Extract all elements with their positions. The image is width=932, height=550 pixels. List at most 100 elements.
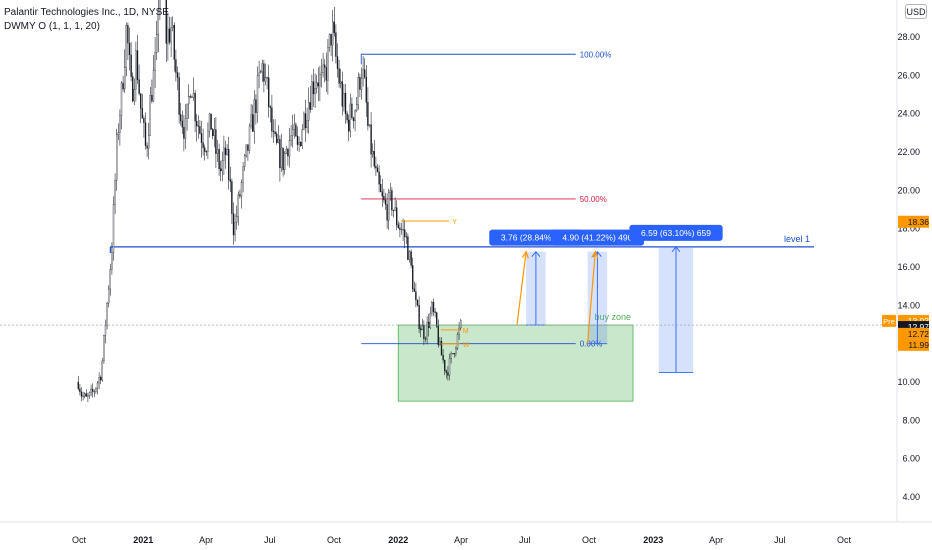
dwmy-markers-layer: Y MW xyxy=(401,219,470,349)
candle-body xyxy=(229,179,231,182)
buy-zone-layer: buy zone xyxy=(397,312,634,402)
candle-body xyxy=(404,229,406,237)
level-lines-layer: level 1 xyxy=(109,234,814,253)
candle-body xyxy=(444,359,446,371)
price-tag-label: 18.36 xyxy=(908,217,930,227)
candle-body xyxy=(306,120,308,129)
candle-body xyxy=(431,302,433,314)
candle-body xyxy=(272,130,275,133)
arrow-head xyxy=(521,250,529,259)
candle-body xyxy=(320,72,323,75)
y-tick-label: 26.00 xyxy=(897,70,920,80)
projection-label: 3.76 (28.84%) 376 xyxy=(501,233,571,243)
candle-body xyxy=(448,358,451,376)
candle-body xyxy=(93,391,95,393)
pre-market-badge-bg xyxy=(882,314,896,327)
candle-body xyxy=(312,81,315,95)
time-axis[interactable]: Oct 2021 Apr Jul Oct 2022 Apr Jul Oct 2023 Apr Jul O… xyxy=(0,521,932,545)
candle-body xyxy=(376,167,379,173)
y-tick-label: 28.00 xyxy=(897,32,920,42)
candle-body xyxy=(383,195,385,201)
candle-body xyxy=(221,160,223,172)
y-tick-label: 18.00 xyxy=(897,224,920,234)
candle-body xyxy=(322,64,324,73)
candle-body xyxy=(452,353,454,355)
candle-body xyxy=(202,142,204,148)
chart-legend: Palantir Technologies Inc., 1D, NYSE DWM… xyxy=(4,6,169,34)
candle-body xyxy=(260,71,262,74)
candle-body xyxy=(245,144,247,156)
candle-body xyxy=(154,52,156,71)
arrows-layer xyxy=(516,250,599,344)
candle-body xyxy=(436,312,438,327)
candle-body xyxy=(167,28,169,44)
candle-body xyxy=(380,184,382,192)
candle-body xyxy=(117,132,119,135)
candle-body xyxy=(135,50,137,90)
candle-body xyxy=(332,21,334,46)
projection-arrowhead xyxy=(671,246,681,253)
candle-body xyxy=(450,353,452,359)
candle-body xyxy=(400,229,403,231)
candle-body xyxy=(389,190,391,193)
candle-body xyxy=(439,341,441,345)
candle-body xyxy=(256,75,259,113)
dwmy-marker-label: Y xyxy=(452,219,457,226)
candle-body xyxy=(317,82,319,87)
candle-body xyxy=(132,76,134,102)
candle-body xyxy=(309,102,311,110)
arrow-line xyxy=(587,251,596,344)
candle-body xyxy=(237,194,239,217)
candle-body xyxy=(426,321,428,340)
dwmy-marker-label: M xyxy=(463,328,469,335)
candle-body xyxy=(292,129,294,136)
candle-body xyxy=(168,28,171,43)
candle-body xyxy=(304,113,307,129)
price-axis[interactable]: 28.00 26.00 24.00 22.00 20.00 18.00 16.00 14.00… xyxy=(896,0,920,522)
candle-body xyxy=(188,96,190,105)
candle-body xyxy=(447,372,449,376)
candle-body xyxy=(248,125,251,151)
candle-body xyxy=(308,102,310,121)
candle-body xyxy=(204,147,206,152)
candle-body xyxy=(442,354,444,361)
candle-body xyxy=(271,107,273,132)
candle-body xyxy=(413,288,415,292)
candle-body xyxy=(386,204,388,221)
candle-body xyxy=(120,82,123,116)
candle-body xyxy=(391,190,393,211)
candle-body xyxy=(412,265,414,290)
candle-body xyxy=(159,0,161,12)
candle-body xyxy=(255,99,257,113)
candle-body xyxy=(183,127,185,139)
candle-body xyxy=(340,81,342,84)
candle-body xyxy=(458,327,460,335)
candle-body xyxy=(269,106,271,108)
candle-body xyxy=(394,207,396,211)
candle-body xyxy=(341,81,343,107)
candle-body xyxy=(356,104,358,111)
candle-body xyxy=(328,33,331,48)
candle-body xyxy=(258,72,260,76)
candle-body xyxy=(362,69,364,79)
currency-button[interactable]: USD xyxy=(905,4,927,19)
candlestick-series xyxy=(77,0,462,403)
candle-body xyxy=(250,114,252,127)
candle-body xyxy=(223,147,225,161)
candle-body xyxy=(143,117,145,123)
candle-body xyxy=(288,140,291,157)
x-tick-label: Oct xyxy=(327,535,342,545)
candle-body xyxy=(295,124,297,137)
candle-body xyxy=(282,147,284,171)
candle-body xyxy=(216,149,219,154)
candle-body xyxy=(303,113,305,130)
candle-body xyxy=(276,133,278,143)
candle-body xyxy=(324,64,326,68)
x-tick-label: Oct xyxy=(72,535,87,545)
candle-body xyxy=(136,50,139,80)
candle-body xyxy=(381,191,383,197)
candle-body xyxy=(421,325,423,331)
projection-label-bg xyxy=(629,224,723,241)
candle-body xyxy=(445,370,447,373)
